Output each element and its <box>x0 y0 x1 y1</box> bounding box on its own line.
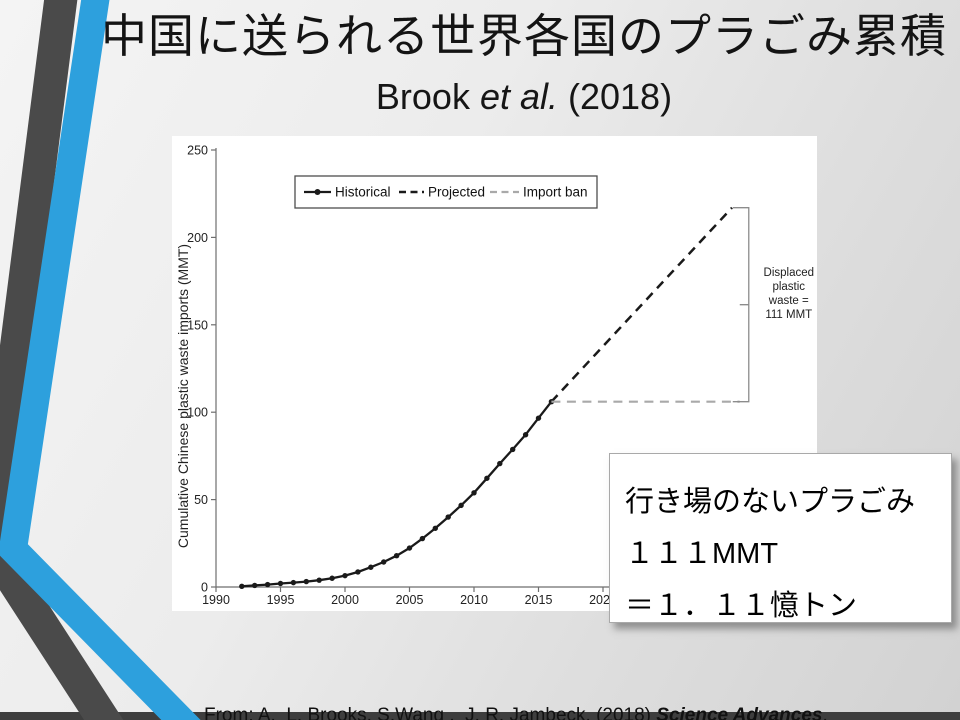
chart-annotation: Displaced plastic waste = 111 MMT <box>732 207 815 403</box>
svg-text:0: 0 <box>201 581 208 595</box>
subtitle-year: (2018) <box>558 76 673 117</box>
series-projected <box>550 206 733 403</box>
svg-text:2015: 2015 <box>525 593 553 607</box>
callout-line-3: ＝１．１１憶トン <box>625 590 858 622</box>
y-axis-label: Cumulative Chinese plastic waste imports… <box>175 244 191 548</box>
annotation-text: Displaced plastic waste = 111 MMT <box>764 267 815 321</box>
slide-subtitle: Brook et al. (2018) <box>96 74 952 120</box>
svg-text:1995: 1995 <box>267 593 295 607</box>
callout-line-2: １１１MMT <box>625 538 779 570</box>
svg-text:1990: 1990 <box>202 593 230 607</box>
slide-title: 中国に送られる世界各国のプラごみ累積 <box>101 10 947 62</box>
svg-text:200: 200 <box>187 231 208 245</box>
chart-series <box>239 206 740 590</box>
citation-line-1: From: A. L. Brooks, S.Wang , J. R. Jambe… <box>204 704 944 720</box>
legend-label: Import ban <box>523 185 588 200</box>
callout-line-1: 行き場のないプラごみ <box>625 486 916 518</box>
callout-box: 行き場のないプラごみ １１１MMT ＝１．１１憶トン <box>609 453 952 623</box>
legend-label: Projected <box>428 185 485 200</box>
citation-comma: , <box>822 705 828 720</box>
svg-text:50: 50 <box>194 493 208 507</box>
bracket <box>732 207 750 403</box>
chart-legend: Historical Projected Import ban <box>294 175 598 209</box>
citation-journal: Science Advances <box>656 705 823 720</box>
legend-label: Historical <box>335 185 391 200</box>
svg-text:150: 150 <box>187 318 208 332</box>
svg-text:2005: 2005 <box>396 593 424 607</box>
svg-text:100: 100 <box>187 406 208 420</box>
subtitle-author: Brook <box>375 76 480 117</box>
subtitle-etal: et al. <box>479 76 558 117</box>
citation: From: A. L. Brooks, S.Wang , J. R. Jambe… <box>204 657 944 720</box>
series-historical <box>241 400 553 588</box>
svg-text:2000: 2000 <box>331 593 359 607</box>
svg-text:2010: 2010 <box>460 593 488 607</box>
citation-authors: From: A. L. Brooks, S.Wang , J. R. Jambe… <box>204 705 657 720</box>
svg-text:250: 250 <box>187 144 208 158</box>
